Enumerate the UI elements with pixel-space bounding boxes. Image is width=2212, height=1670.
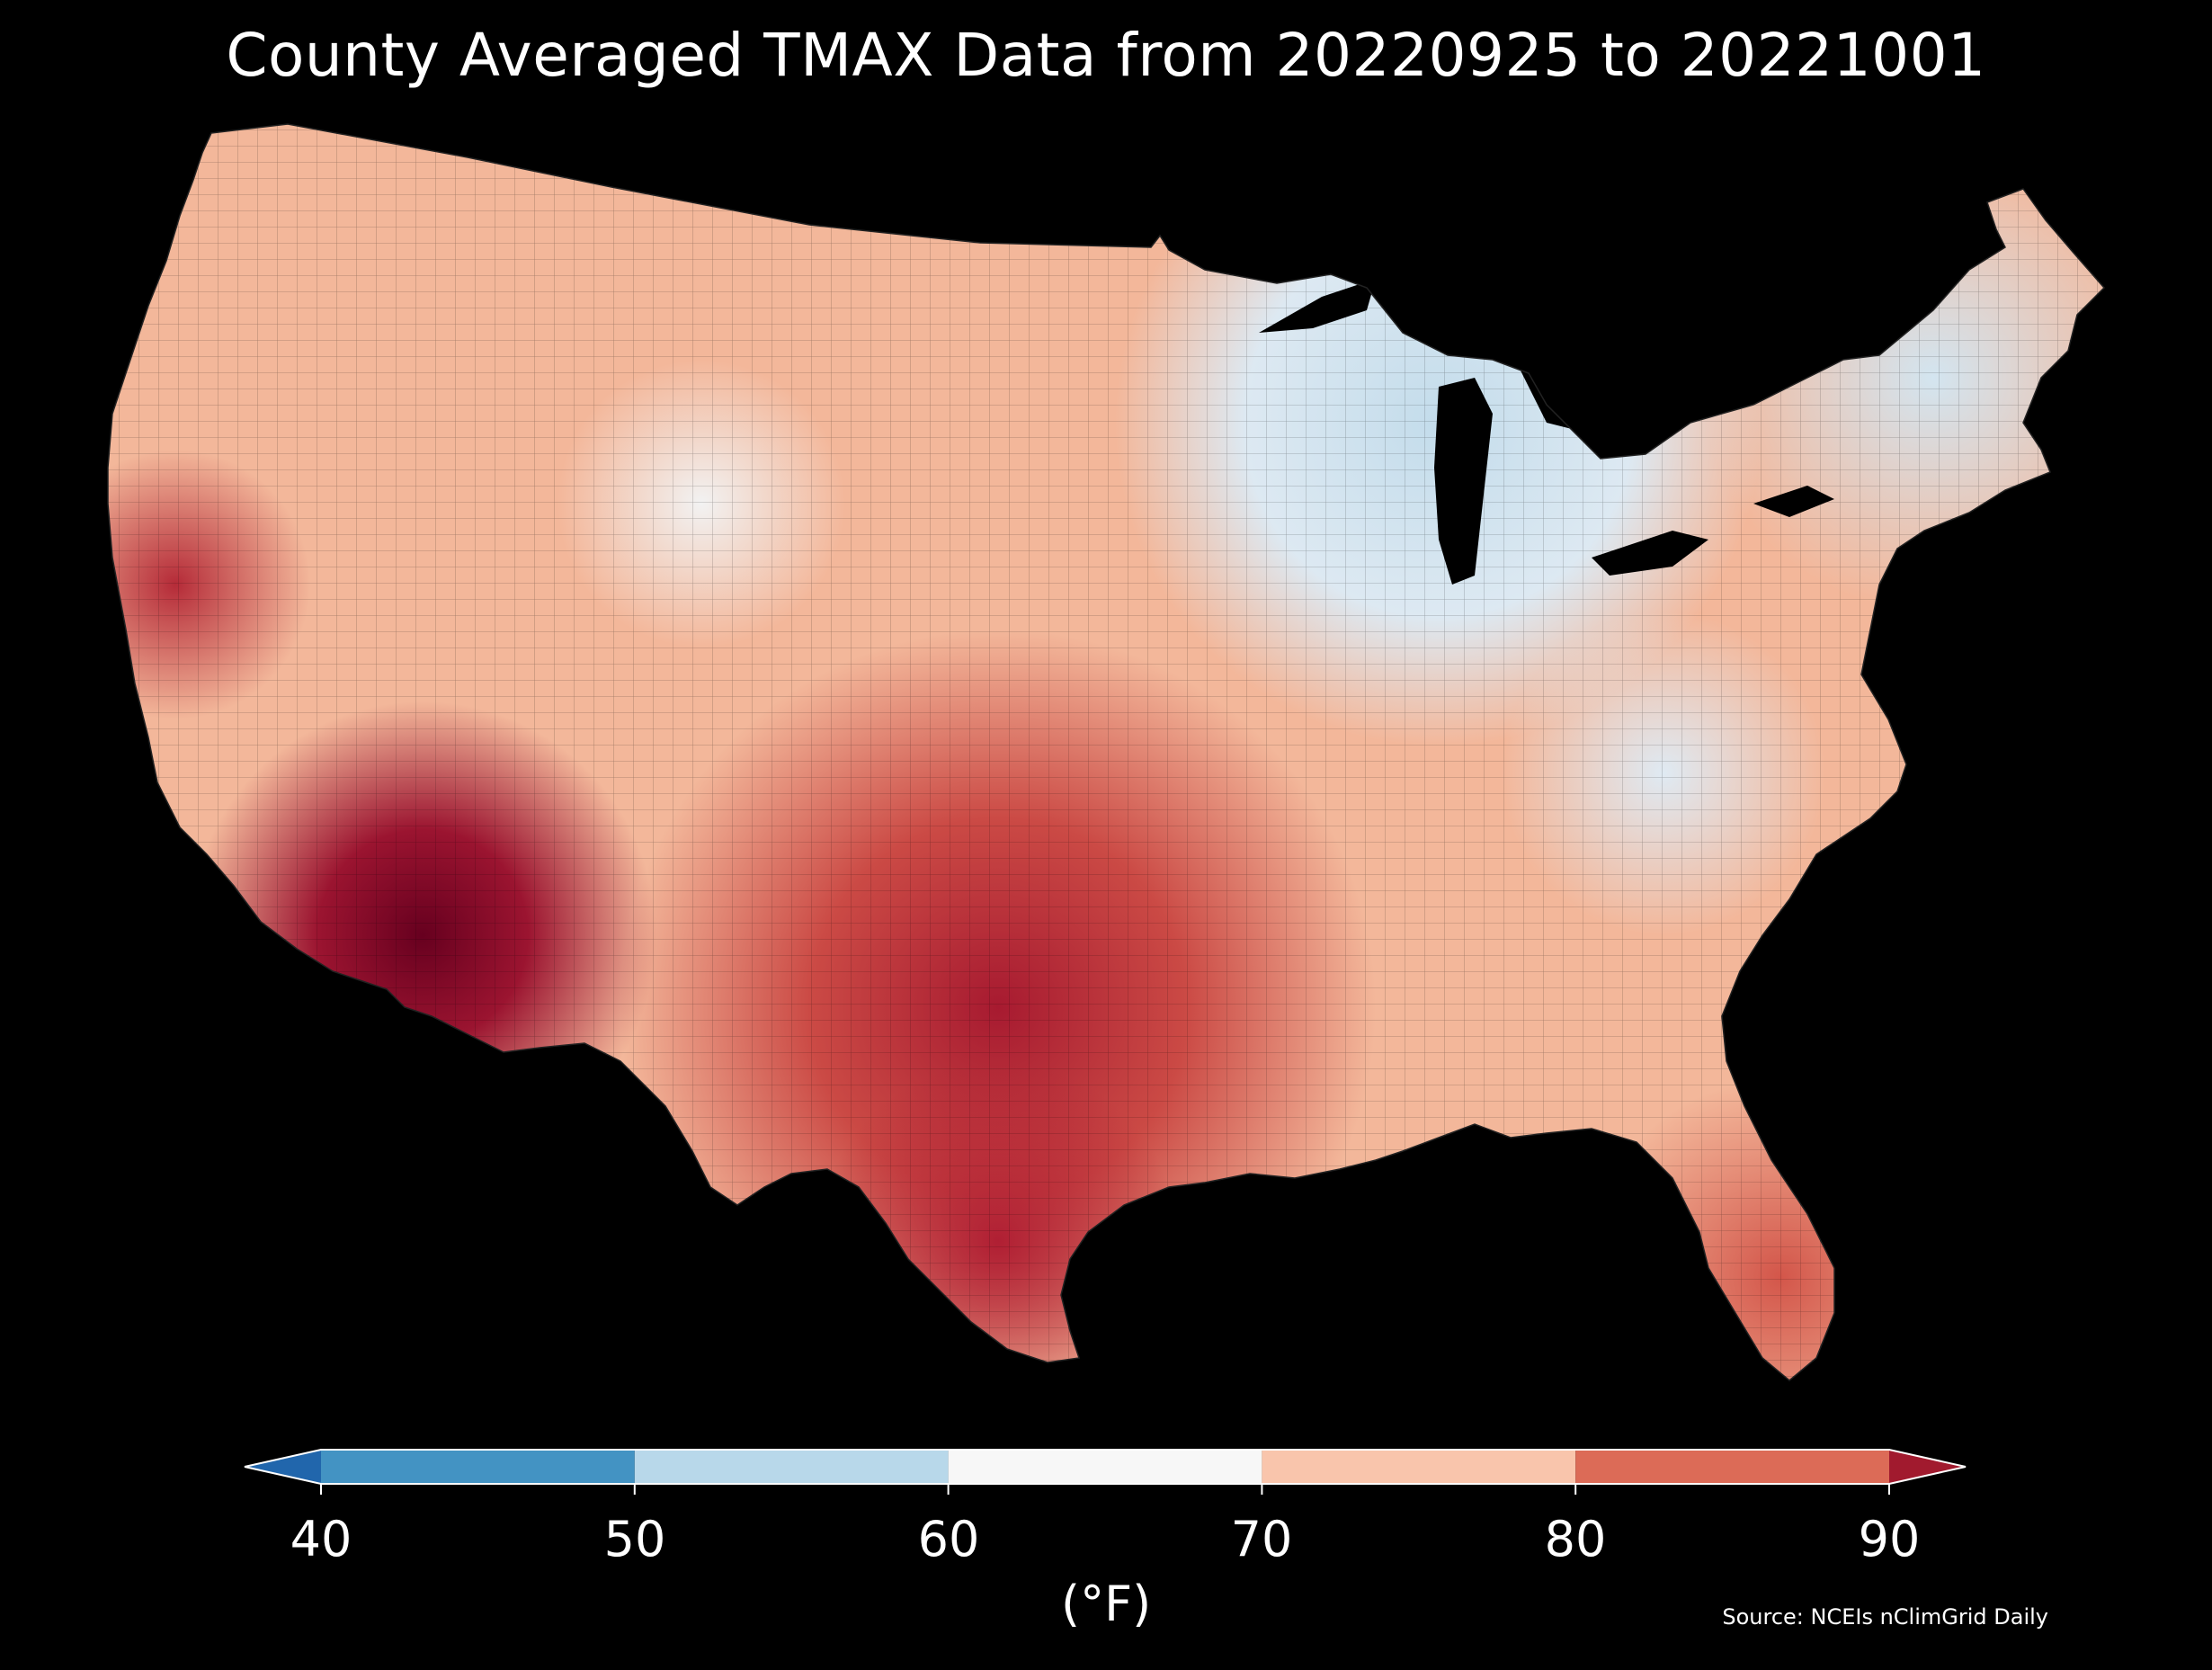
tick-label-50: 50 <box>603 1511 666 1567</box>
tick-label-70: 70 <box>1230 1511 1293 1567</box>
tick-label-60: 60 <box>917 1511 980 1567</box>
tick-label-40: 40 <box>290 1511 352 1567</box>
source-credit: Source: NCEIs nClimGrid Daily <box>1722 1604 2048 1630</box>
tick-label-80: 80 <box>1544 1511 1607 1567</box>
colorbar-unit-label: (°F) <box>1061 1576 1152 1632</box>
tick-label-90: 90 <box>1858 1511 1921 1567</box>
us-outline <box>107 123 2106 1381</box>
temperature-field <box>108 124 2104 1380</box>
great-lakes <box>1259 279 1834 585</box>
map-title: County Averaged TMAX Data from 20220925 … <box>226 21 1986 90</box>
